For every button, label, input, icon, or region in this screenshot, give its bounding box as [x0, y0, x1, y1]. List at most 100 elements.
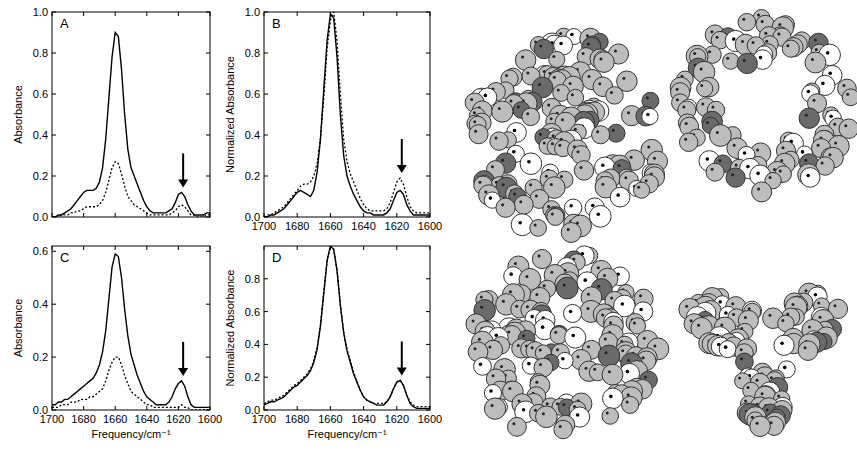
atom-highlight — [539, 363, 542, 366]
atom-highlight — [624, 176, 627, 179]
spectrum-line — [264, 12, 430, 217]
atom-highlight — [518, 221, 522, 225]
x-tick-label: 1600 — [198, 413, 222, 425]
atom-highlight — [621, 302, 625, 306]
x-tick — [297, 213, 298, 217]
atom-highlight — [521, 56, 524, 59]
atom-highlight — [515, 305, 518, 308]
atom-highlight — [627, 393, 630, 396]
y-tick-right — [426, 135, 430, 136]
atom-highlight — [817, 302, 820, 305]
atom-highlight — [587, 345, 590, 348]
atom — [532, 249, 551, 268]
atom-highlight — [761, 20, 764, 23]
atom-highlight — [817, 144, 820, 147]
atom — [561, 222, 581, 242]
atom — [536, 406, 558, 428]
atom-highlight — [563, 284, 566, 287]
y-tick — [52, 176, 56, 177]
y-axis-title: Normalized Absorbance — [224, 270, 236, 387]
atom-highlight — [513, 192, 516, 195]
arrow-head — [178, 368, 188, 376]
y-tick — [52, 410, 56, 411]
atom-highlight — [584, 367, 587, 370]
atom-highlight — [502, 183, 505, 186]
atom-highlight — [547, 103, 550, 106]
x-tick-top — [178, 12, 179, 16]
atom-highlight — [587, 293, 590, 296]
x-tick-label: 1640 — [351, 413, 375, 425]
atom-highlight — [757, 13, 760, 16]
molecular-models — [465, 10, 857, 439]
atom-highlight — [764, 32, 767, 35]
atom-highlight — [550, 117, 553, 120]
atom-highlight — [562, 403, 565, 406]
spectrum-line — [264, 246, 430, 407]
atom — [490, 132, 508, 150]
y-tick-right — [206, 135, 210, 136]
atom-highlight — [534, 409, 537, 412]
atom-highlight — [509, 290, 512, 293]
x-tick — [83, 406, 84, 410]
atom-highlight — [597, 285, 600, 288]
atom-highlight — [765, 40, 768, 43]
atom-highlight — [583, 278, 587, 282]
atom-highlight — [551, 142, 554, 145]
atom-highlight — [761, 392, 764, 395]
atom-highlight — [756, 149, 759, 152]
panel-letter: C — [60, 250, 69, 265]
atom-highlight — [500, 365, 503, 368]
atom-highlight — [633, 321, 636, 324]
atom-highlight — [743, 151, 747, 155]
atom-highlight — [535, 293, 538, 296]
atom-highlight — [777, 33, 780, 36]
atom-highlight — [676, 88, 679, 91]
atom — [556, 277, 578, 299]
atom — [782, 40, 799, 57]
atom-highlight — [706, 121, 709, 124]
y-tick — [264, 377, 268, 378]
atom-highlight — [622, 77, 625, 80]
atom-highlight — [684, 138, 687, 141]
atom-highlight — [599, 58, 602, 61]
atom — [726, 168, 745, 187]
x-tick-label: 1660 — [318, 413, 342, 425]
atom-highlight — [833, 123, 836, 126]
atom-highlight — [645, 179, 648, 182]
atom-highlight — [814, 293, 818, 297]
atom — [574, 161, 593, 180]
y-tick-label: 0.4 — [245, 338, 260, 350]
atom-highlight — [561, 357, 565, 361]
atom-highlight — [553, 76, 556, 79]
atom-highlight — [591, 204, 595, 208]
atom-highlight — [610, 297, 613, 300]
atom-highlight — [593, 368, 596, 371]
atom-highlight — [559, 425, 562, 428]
atom-highlight — [509, 100, 512, 103]
x-axis-title: Frequency/cm⁻¹ — [307, 428, 386, 440]
panel-letter: A — [60, 16, 69, 31]
atom-highlight — [495, 334, 499, 338]
y-tick-label: 0.2 — [245, 371, 260, 383]
x-tick-top — [52, 246, 53, 250]
atom-highlight — [514, 262, 517, 265]
atom-highlight — [621, 349, 624, 352]
y-tick-label: 0.6 — [33, 245, 48, 257]
atom-highlight — [550, 271, 553, 274]
atom — [622, 396, 639, 413]
atom-highlight — [720, 323, 723, 326]
y-tick-label: 0.4 — [33, 129, 48, 141]
atom-highlight — [559, 42, 563, 46]
x-tick — [396, 213, 397, 217]
atom-highlight — [693, 52, 696, 55]
atom-highlight — [598, 82, 601, 85]
atom — [514, 195, 533, 214]
atom — [530, 220, 547, 237]
y-tick-label: 0.2 — [33, 351, 48, 363]
atom-highlight — [733, 144, 736, 147]
atom — [469, 125, 488, 144]
x-tick-label: 1640 — [351, 220, 375, 232]
atom-highlight — [609, 395, 613, 399]
atom — [679, 133, 697, 151]
x-tick-top — [178, 246, 179, 250]
